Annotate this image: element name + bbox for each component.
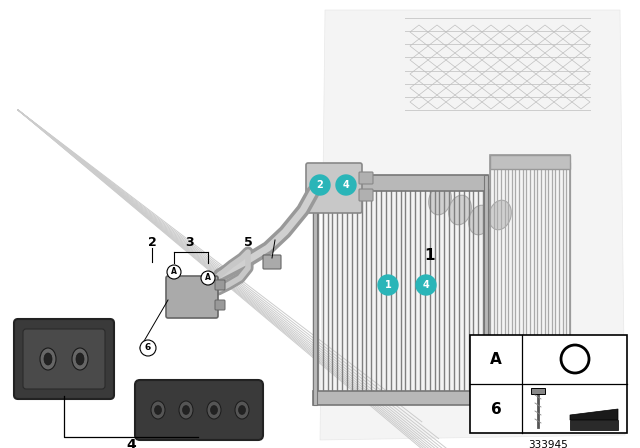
Circle shape bbox=[167, 265, 181, 279]
FancyBboxPatch shape bbox=[359, 189, 373, 201]
FancyBboxPatch shape bbox=[215, 280, 225, 290]
FancyBboxPatch shape bbox=[263, 255, 281, 269]
Text: 2: 2 bbox=[148, 237, 156, 250]
Text: 6: 6 bbox=[491, 401, 501, 417]
Ellipse shape bbox=[40, 348, 56, 370]
FancyBboxPatch shape bbox=[135, 380, 263, 440]
Text: 4: 4 bbox=[126, 438, 136, 448]
Circle shape bbox=[310, 175, 330, 195]
Text: 5: 5 bbox=[244, 237, 252, 250]
Polygon shape bbox=[570, 420, 618, 430]
Ellipse shape bbox=[468, 205, 492, 235]
Text: A: A bbox=[205, 273, 211, 283]
FancyBboxPatch shape bbox=[313, 175, 488, 191]
Circle shape bbox=[201, 271, 215, 285]
Text: 333945: 333945 bbox=[529, 440, 568, 448]
Circle shape bbox=[336, 175, 356, 195]
FancyBboxPatch shape bbox=[313, 391, 488, 405]
Text: 1: 1 bbox=[425, 247, 435, 263]
Ellipse shape bbox=[207, 401, 221, 419]
Text: A: A bbox=[490, 352, 502, 366]
Circle shape bbox=[140, 340, 156, 356]
FancyBboxPatch shape bbox=[23, 329, 105, 389]
FancyBboxPatch shape bbox=[490, 373, 570, 385]
Ellipse shape bbox=[211, 405, 218, 414]
Ellipse shape bbox=[489, 200, 511, 230]
Text: 1: 1 bbox=[385, 280, 392, 290]
Ellipse shape bbox=[239, 405, 246, 414]
FancyBboxPatch shape bbox=[306, 163, 362, 213]
Ellipse shape bbox=[72, 348, 88, 370]
Text: 6: 6 bbox=[145, 344, 151, 353]
FancyBboxPatch shape bbox=[215, 300, 225, 310]
Circle shape bbox=[416, 275, 436, 295]
Circle shape bbox=[378, 275, 398, 295]
FancyBboxPatch shape bbox=[490, 155, 570, 169]
Text: 3: 3 bbox=[186, 237, 195, 250]
Text: A: A bbox=[171, 267, 177, 276]
FancyBboxPatch shape bbox=[470, 335, 627, 433]
FancyBboxPatch shape bbox=[359, 172, 373, 184]
Text: 4: 4 bbox=[342, 180, 349, 190]
Ellipse shape bbox=[235, 401, 249, 419]
Text: 2: 2 bbox=[317, 180, 323, 190]
Ellipse shape bbox=[154, 405, 161, 414]
FancyBboxPatch shape bbox=[166, 276, 218, 318]
FancyBboxPatch shape bbox=[484, 175, 488, 405]
Ellipse shape bbox=[429, 185, 451, 215]
FancyBboxPatch shape bbox=[531, 388, 545, 394]
Ellipse shape bbox=[44, 353, 52, 365]
Ellipse shape bbox=[449, 195, 471, 225]
Ellipse shape bbox=[182, 405, 189, 414]
Polygon shape bbox=[320, 10, 625, 440]
FancyBboxPatch shape bbox=[313, 175, 317, 405]
Circle shape bbox=[565, 349, 585, 369]
FancyBboxPatch shape bbox=[14, 319, 114, 399]
Polygon shape bbox=[570, 409, 618, 420]
Ellipse shape bbox=[151, 401, 165, 419]
Ellipse shape bbox=[76, 353, 84, 365]
Text: 4: 4 bbox=[422, 280, 429, 290]
Ellipse shape bbox=[179, 401, 193, 419]
